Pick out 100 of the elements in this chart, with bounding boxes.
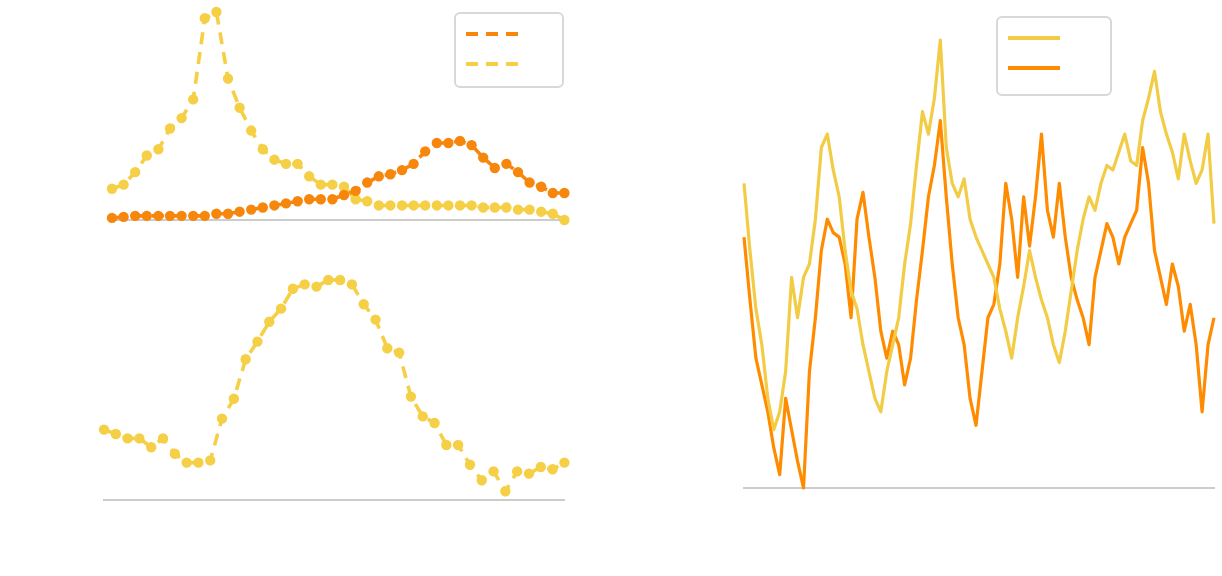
point <box>512 166 524 178</box>
point <box>246 125 257 136</box>
point <box>304 194 315 205</box>
point <box>382 343 393 354</box>
point <box>358 299 369 310</box>
point <box>417 411 428 422</box>
point <box>141 210 152 222</box>
point <box>199 13 210 24</box>
point <box>304 171 315 182</box>
point <box>106 212 118 224</box>
point <box>431 137 442 149</box>
point <box>408 158 419 170</box>
point <box>334 274 346 286</box>
point <box>146 442 157 453</box>
point <box>512 204 524 215</box>
point <box>370 314 381 325</box>
point <box>287 283 299 294</box>
point <box>536 206 547 217</box>
point <box>269 154 280 165</box>
point <box>211 6 222 18</box>
point <box>176 112 187 124</box>
point <box>280 198 292 209</box>
point <box>234 102 245 113</box>
point <box>153 210 164 222</box>
point <box>362 196 373 207</box>
point <box>311 281 322 292</box>
point <box>299 279 310 290</box>
point <box>476 475 487 486</box>
point <box>264 316 275 327</box>
point <box>535 461 546 473</box>
point <box>110 428 122 440</box>
point <box>420 200 431 211</box>
point <box>385 200 396 211</box>
point <box>346 279 358 290</box>
point <box>327 194 338 205</box>
point <box>547 187 558 199</box>
point <box>130 210 141 222</box>
point <box>373 171 384 182</box>
point <box>489 162 500 174</box>
point <box>536 181 547 192</box>
point <box>396 200 408 211</box>
point <box>338 189 350 201</box>
point <box>500 486 511 497</box>
point <box>246 204 257 215</box>
point <box>130 166 141 178</box>
point <box>559 214 570 226</box>
point <box>478 152 489 163</box>
point <box>164 123 176 134</box>
point <box>234 206 245 217</box>
point <box>488 466 499 477</box>
point <box>292 158 303 170</box>
point <box>169 448 181 459</box>
point <box>429 417 440 429</box>
point <box>338 181 350 192</box>
point <box>454 135 466 147</box>
point <box>323 274 334 286</box>
point <box>373 200 384 211</box>
point <box>222 73 234 84</box>
point <box>280 158 292 170</box>
point <box>315 194 326 205</box>
point <box>524 177 535 188</box>
point <box>257 202 268 213</box>
point <box>350 185 361 197</box>
point <box>464 459 476 470</box>
point <box>222 208 234 219</box>
point <box>216 413 228 424</box>
point <box>193 457 204 468</box>
point <box>118 179 129 190</box>
point <box>141 150 152 161</box>
point <box>205 455 216 466</box>
point <box>443 137 454 149</box>
point <box>420 146 431 157</box>
point <box>362 177 373 188</box>
point <box>292 196 303 207</box>
point <box>466 200 477 211</box>
point <box>385 169 396 180</box>
point <box>98 424 110 435</box>
point <box>176 210 187 222</box>
point <box>431 200 442 211</box>
point <box>559 457 570 468</box>
point <box>523 468 535 479</box>
point <box>106 183 118 194</box>
point <box>199 210 210 222</box>
point <box>122 433 133 444</box>
point <box>269 200 280 211</box>
point <box>181 457 192 468</box>
point <box>396 164 408 176</box>
point <box>454 200 466 211</box>
point <box>511 466 523 477</box>
point <box>188 94 199 105</box>
point <box>524 204 535 215</box>
point <box>478 202 489 213</box>
point <box>452 439 464 451</box>
point <box>240 354 251 365</box>
point <box>118 211 129 223</box>
point <box>501 158 512 170</box>
point <box>315 179 326 190</box>
point <box>228 393 240 404</box>
point <box>275 303 287 314</box>
point <box>252 336 263 347</box>
